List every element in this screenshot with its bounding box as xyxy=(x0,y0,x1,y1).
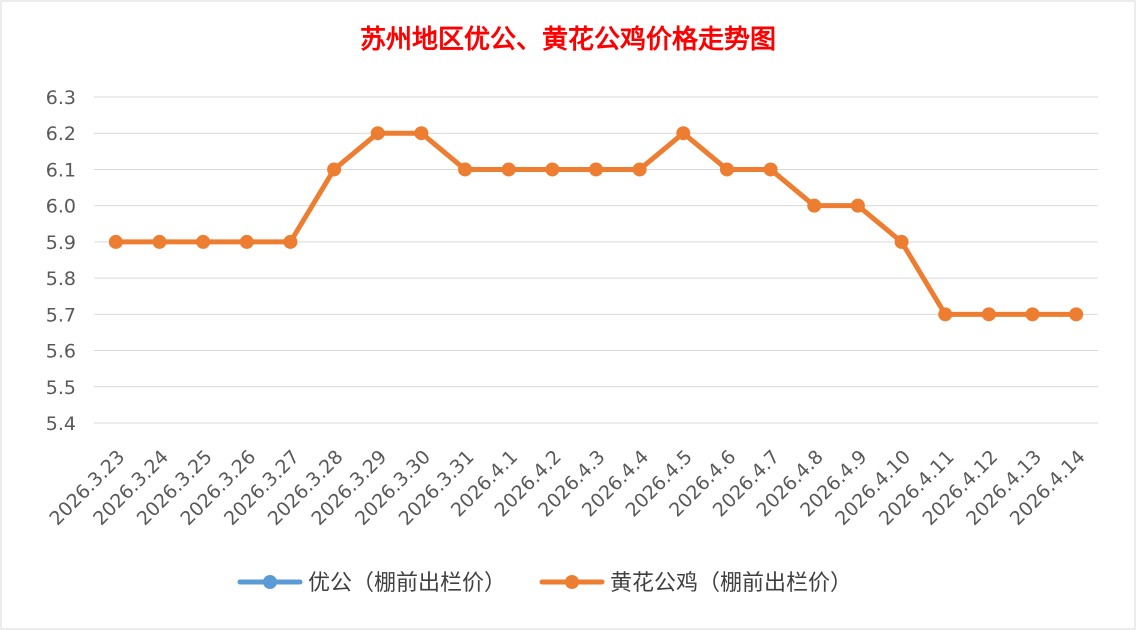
legend: 优公（棚前出栏价） 黄花公鸡（棚前出栏价） xyxy=(237,571,852,596)
data-point xyxy=(196,234,211,249)
data-point xyxy=(763,162,778,177)
y-tick-label: 5.4 xyxy=(46,413,76,435)
data-point xyxy=(545,162,560,177)
chart-title: 苏州地区优公、黄花公鸡价格走势图 xyxy=(360,24,776,55)
data-point xyxy=(1025,307,1040,322)
data-point xyxy=(1069,307,1084,322)
y-tick-label: 5.9 xyxy=(46,232,76,254)
y-tick-label: 5.5 xyxy=(46,377,76,399)
legend-swatch-marker xyxy=(263,575,277,589)
y-tick-label: 5.8 xyxy=(46,268,76,290)
y-tick-label: 5.7 xyxy=(46,304,76,326)
data-point xyxy=(501,162,516,177)
legend-label: 黄花公鸡（棚前出栏价） xyxy=(610,571,852,596)
data-point xyxy=(108,234,123,249)
data-point xyxy=(894,234,909,249)
y-tick-label: 6.2 xyxy=(46,123,76,145)
data-point xyxy=(719,162,734,177)
y-tick-label: 6.3 xyxy=(46,87,76,109)
data-point xyxy=(152,234,167,249)
gridlines xyxy=(94,96,1098,424)
data-point xyxy=(239,234,254,249)
data-point xyxy=(370,126,385,141)
y-tick-label: 6.0 xyxy=(46,196,76,218)
legend-swatch-marker xyxy=(565,575,579,589)
data-point xyxy=(632,162,647,177)
y-tick-label: 6.1 xyxy=(46,159,76,181)
data-point xyxy=(458,162,473,177)
data-point xyxy=(676,126,691,141)
legend-label: 优公（棚前出栏价） xyxy=(308,571,506,596)
data-point xyxy=(981,307,996,322)
data-point xyxy=(283,234,298,249)
y-axis-ticks: 6.3 6.2 6.1 6.0 5.9 5.8 5.7 5.6 5.5 5.4 xyxy=(46,87,76,435)
y-tick-label: 5.6 xyxy=(46,341,76,363)
data-point xyxy=(327,162,342,177)
data-point xyxy=(850,198,865,213)
series-layer xyxy=(108,126,1084,322)
data-point xyxy=(414,126,429,141)
data-point xyxy=(807,198,822,213)
data-point xyxy=(589,162,603,177)
data-point xyxy=(938,307,953,322)
